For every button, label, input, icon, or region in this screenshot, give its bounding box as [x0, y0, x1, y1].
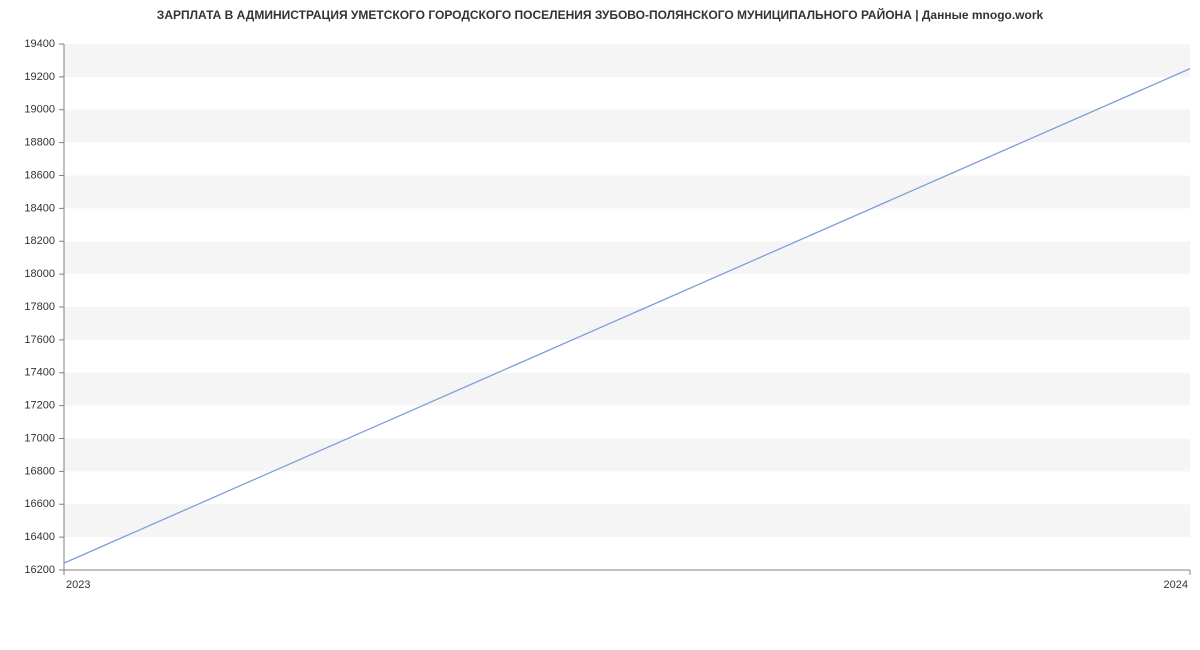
svg-text:17600: 17600: [24, 334, 55, 346]
svg-text:19400: 19400: [24, 38, 55, 50]
svg-text:18400: 18400: [24, 202, 55, 214]
svg-text:19200: 19200: [24, 71, 55, 83]
svg-text:16800: 16800: [24, 465, 55, 477]
chart-container: ЗАРПЛАТА В АДМИНИСТРАЦИЯ УМЕТСКОГО ГОРОД…: [0, 0, 1200, 650]
svg-text:17000: 17000: [24, 432, 55, 444]
svg-text:16600: 16600: [24, 498, 55, 510]
svg-text:16200: 16200: [24, 564, 55, 576]
svg-text:18000: 18000: [24, 268, 55, 280]
svg-text:18200: 18200: [24, 235, 55, 247]
svg-text:17800: 17800: [24, 301, 55, 313]
chart-title: ЗАРПЛАТА В АДМИНИСТРАЦИЯ УМЕТСКОГО ГОРОД…: [0, 8, 1200, 22]
chart-svg: 16200 16400 16600 16800 17000 17200 17400 17600…: [0, 0, 1200, 650]
svg-text:2023: 2023: [66, 579, 90, 591]
svg-text:18800: 18800: [24, 137, 55, 149]
svg-text:17200: 17200: [24, 400, 55, 412]
svg-text:16400: 16400: [24, 531, 55, 543]
svg-text:19000: 19000: [24, 104, 55, 116]
svg-text:2024: 2024: [1164, 579, 1188, 591]
svg-text:18600: 18600: [24, 169, 55, 181]
svg-text:17400: 17400: [24, 367, 55, 379]
